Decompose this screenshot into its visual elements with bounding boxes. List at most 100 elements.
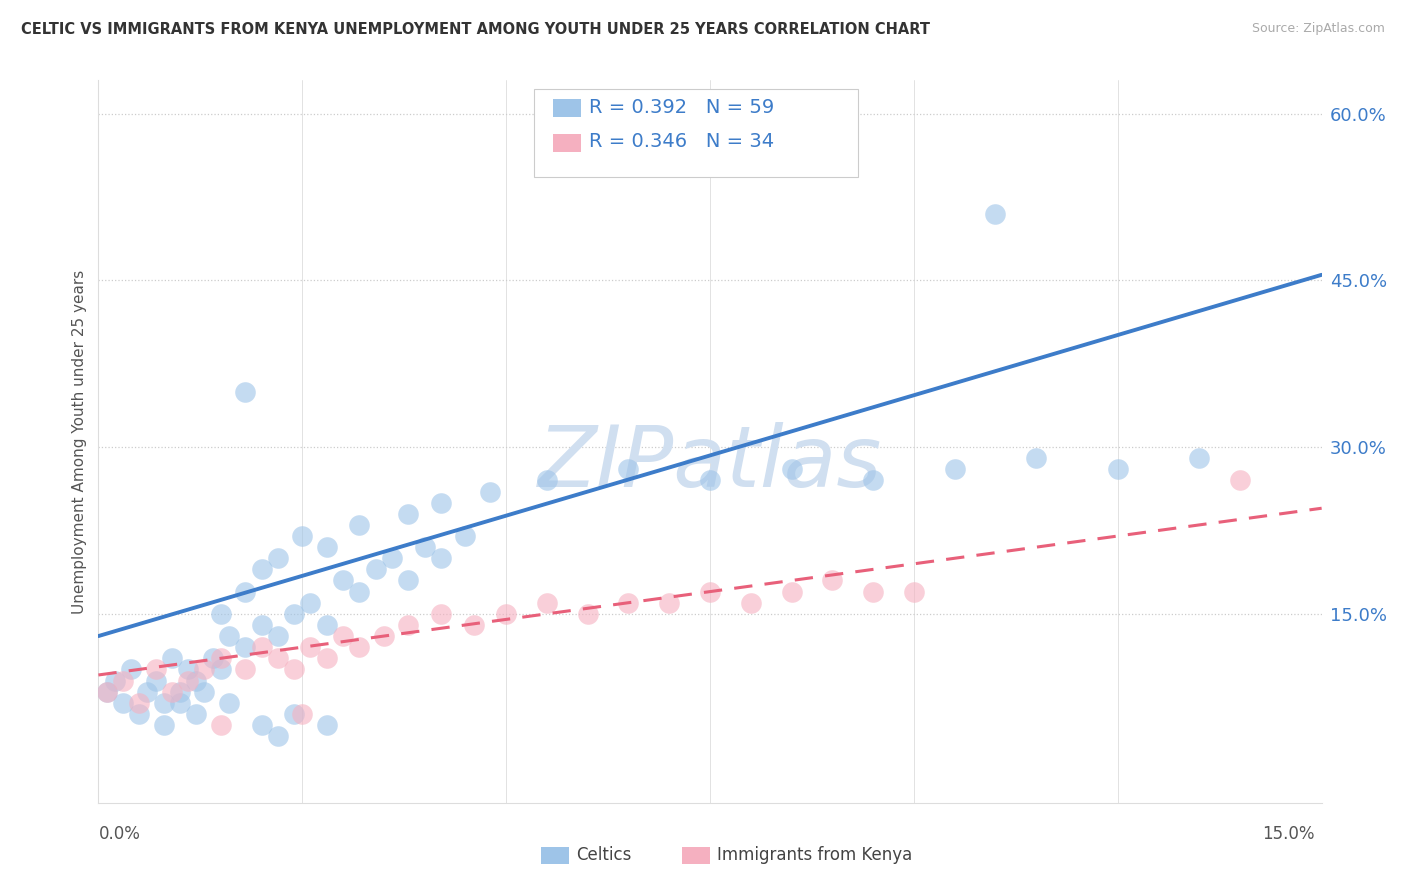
- Point: [267, 551, 290, 566]
- Point: [315, 540, 337, 554]
- Point: [1025, 451, 1047, 466]
- Point: [152, 718, 174, 732]
- Point: [430, 607, 453, 621]
- Point: [193, 684, 215, 698]
- Point: [349, 517, 371, 532]
- Point: [943, 462, 966, 476]
- Point: [283, 706, 305, 721]
- Point: [349, 584, 371, 599]
- Point: [128, 696, 150, 710]
- Point: [186, 706, 208, 721]
- Point: [862, 474, 884, 488]
- Text: Celtics: Celtics: [576, 846, 631, 863]
- Point: [145, 662, 167, 676]
- Point: [169, 684, 191, 698]
- Point: [160, 684, 183, 698]
- Point: [111, 673, 134, 688]
- Point: [209, 651, 232, 665]
- Point: [495, 607, 517, 621]
- Point: [1107, 462, 1129, 476]
- Point: [209, 718, 232, 732]
- Point: [364, 562, 387, 576]
- Point: [111, 696, 134, 710]
- Point: [267, 651, 290, 665]
- Point: [104, 673, 127, 688]
- Point: [193, 662, 215, 676]
- Point: [160, 651, 183, 665]
- Point: [430, 551, 453, 566]
- Text: R = 0.392   N = 59: R = 0.392 N = 59: [589, 97, 775, 117]
- Point: [283, 662, 305, 676]
- Point: [396, 618, 419, 632]
- Point: [250, 718, 273, 732]
- Point: [1229, 474, 1251, 488]
- Point: [177, 662, 200, 676]
- Point: [299, 596, 322, 610]
- Point: [536, 596, 558, 610]
- Point: [617, 462, 640, 476]
- Point: [291, 529, 314, 543]
- Point: [120, 662, 142, 676]
- Point: [658, 596, 681, 610]
- Point: [396, 507, 419, 521]
- Y-axis label: Unemployment Among Youth under 25 years: Unemployment Among Youth under 25 years: [72, 269, 87, 614]
- Text: 0.0%: 0.0%: [98, 825, 141, 843]
- Point: [332, 574, 354, 588]
- Point: [780, 462, 803, 476]
- Point: [233, 640, 256, 655]
- Point: [454, 529, 477, 543]
- Point: [233, 662, 256, 676]
- Point: [267, 729, 290, 743]
- Text: Source: ZipAtlas.com: Source: ZipAtlas.com: [1251, 22, 1385, 36]
- Point: [315, 618, 337, 632]
- Point: [96, 684, 118, 698]
- Point: [430, 496, 453, 510]
- Point: [315, 718, 337, 732]
- Point: [315, 651, 337, 665]
- Point: [903, 584, 925, 599]
- Point: [169, 696, 191, 710]
- Point: [209, 607, 232, 621]
- Text: ZIPatlas: ZIPatlas: [538, 422, 882, 505]
- Point: [373, 629, 395, 643]
- Point: [267, 629, 290, 643]
- Point: [233, 384, 256, 399]
- Point: [136, 684, 159, 698]
- Point: [862, 584, 884, 599]
- Point: [250, 640, 273, 655]
- Point: [536, 474, 558, 488]
- Point: [291, 706, 314, 721]
- Point: [152, 696, 174, 710]
- Text: Immigrants from Kenya: Immigrants from Kenya: [717, 846, 912, 863]
- Point: [218, 629, 240, 643]
- Point: [699, 584, 721, 599]
- Point: [177, 673, 200, 688]
- Point: [699, 474, 721, 488]
- Point: [617, 596, 640, 610]
- Point: [283, 607, 305, 621]
- Point: [186, 673, 208, 688]
- Point: [1188, 451, 1211, 466]
- Point: [821, 574, 844, 588]
- Point: [201, 651, 224, 665]
- Point: [96, 684, 118, 698]
- Point: [233, 584, 256, 599]
- Point: [576, 607, 599, 621]
- Text: CELTIC VS IMMIGRANTS FROM KENYA UNEMPLOYMENT AMONG YOUTH UNDER 25 YEARS CORRELAT: CELTIC VS IMMIGRANTS FROM KENYA UNEMPLOY…: [21, 22, 931, 37]
- Point: [478, 484, 501, 499]
- Point: [250, 618, 273, 632]
- Point: [381, 551, 404, 566]
- Point: [128, 706, 150, 721]
- Point: [984, 207, 1007, 221]
- Point: [209, 662, 232, 676]
- Point: [780, 584, 803, 599]
- Point: [740, 596, 762, 610]
- Point: [463, 618, 485, 632]
- Text: R = 0.346   N = 34: R = 0.346 N = 34: [589, 132, 775, 152]
- Point: [349, 640, 371, 655]
- Point: [413, 540, 436, 554]
- Point: [396, 574, 419, 588]
- Point: [145, 673, 167, 688]
- Point: [250, 562, 273, 576]
- Text: 15.0%: 15.0%: [1263, 825, 1315, 843]
